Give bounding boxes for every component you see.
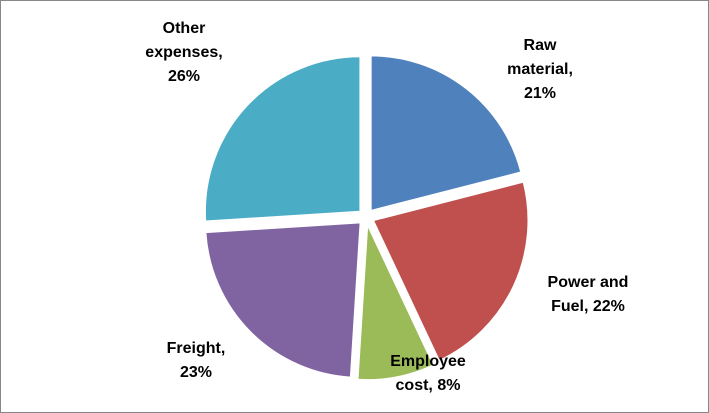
data-label: Employee cost, 8% bbox=[390, 353, 466, 394]
data-label: Power and Fuel, 22% bbox=[548, 274, 629, 315]
data-label: Other expenses, 26% bbox=[145, 20, 222, 85]
pie-slice bbox=[370, 54, 522, 212]
pie-slice bbox=[372, 180, 529, 362]
data-label: Raw material, 21% bbox=[507, 37, 573, 102]
pie-slice bbox=[204, 55, 361, 223]
data-label: Freight, 23% bbox=[167, 340, 226, 381]
pie-slice bbox=[204, 221, 362, 379]
pie-slice bbox=[356, 224, 435, 381]
